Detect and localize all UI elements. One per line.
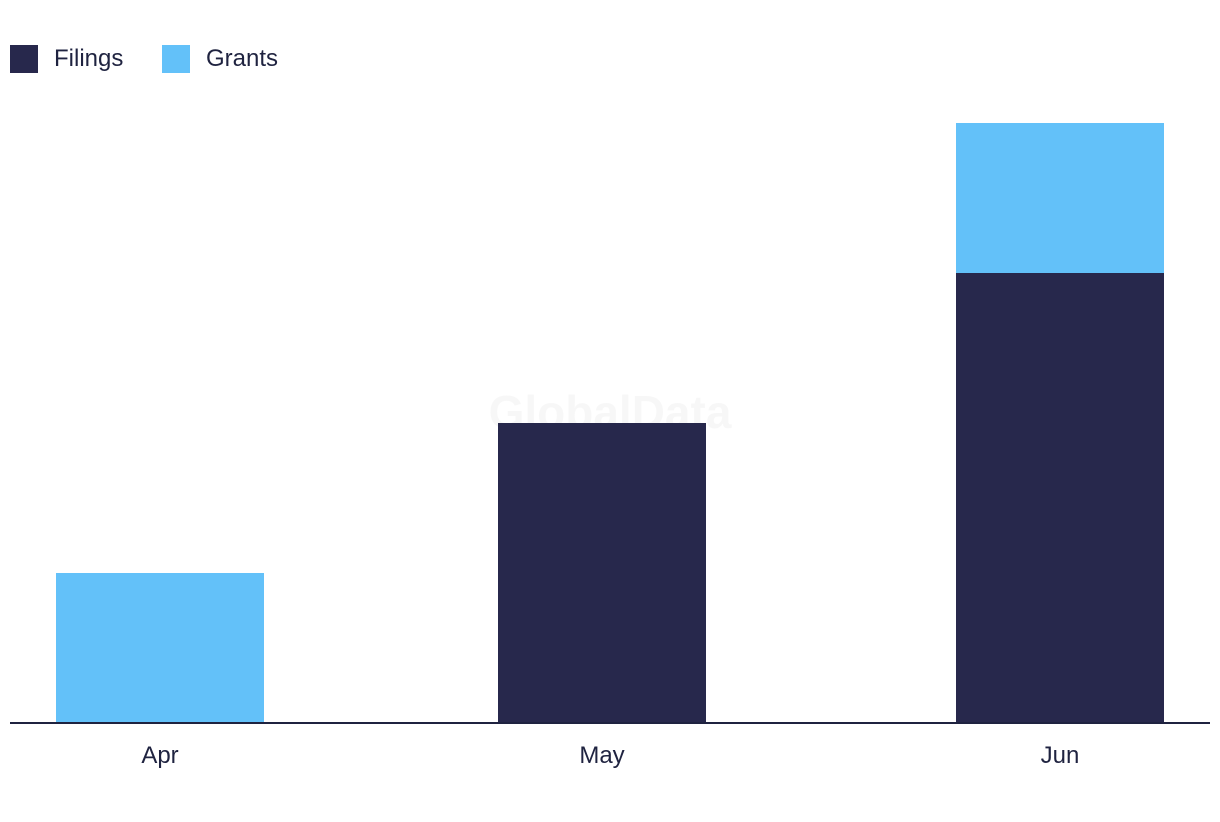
bar-jun-grants (956, 123, 1164, 273)
x-tick-labels: Apr May Jun (141, 742, 1079, 769)
bar-jun-filings (956, 273, 1164, 723)
legend-label-filings: Filings (54, 45, 123, 72)
bar-may-filings (498, 423, 706, 723)
bar-apr-grants (56, 573, 264, 723)
legend-swatch-filings (10, 45, 38, 73)
legend-swatch-grants (162, 45, 190, 73)
x-tick-label-may: May (579, 742, 624, 769)
bars (56, 123, 1164, 723)
legend: Filings Grants (10, 45, 278, 73)
legend-label-grants: Grants (206, 45, 278, 72)
x-tick-label-apr: Apr (141, 742, 178, 769)
x-tick-label-jun: Jun (1041, 742, 1080, 769)
